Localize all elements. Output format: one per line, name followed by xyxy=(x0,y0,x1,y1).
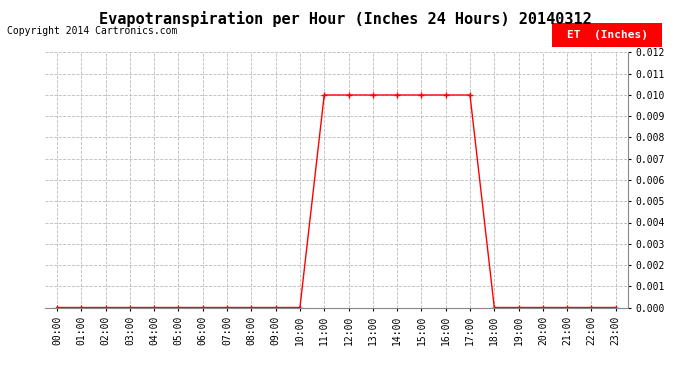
Text: Copyright 2014 Cartronics.com: Copyright 2014 Cartronics.com xyxy=(7,26,177,36)
Text: Evapotranspiration per Hour (Inches 24 Hours) 20140312: Evapotranspiration per Hour (Inches 24 H… xyxy=(99,11,591,27)
Text: ET  (Inches): ET (Inches) xyxy=(566,30,648,40)
